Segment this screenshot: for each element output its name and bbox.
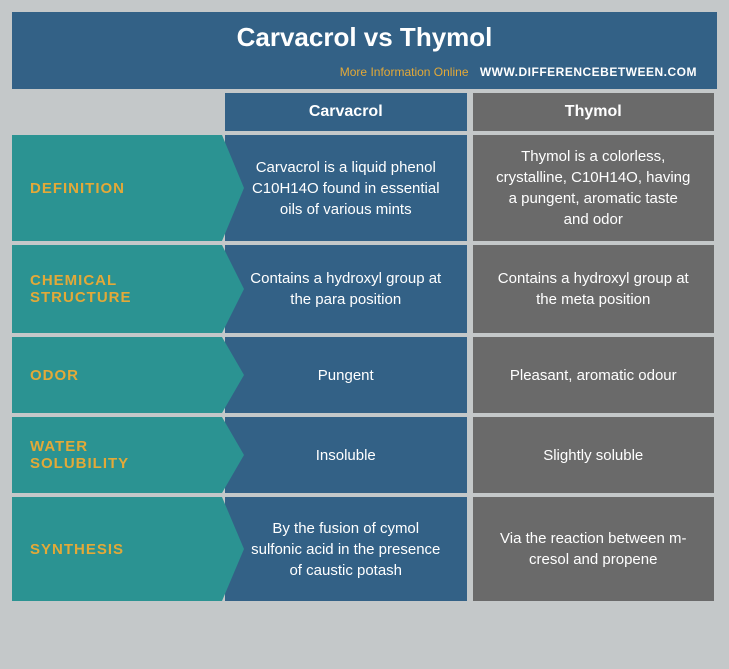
cell-left: Insoluble: [225, 417, 467, 493]
comparison-row: WATER SOLUBILITY InsolubleSlightly solubl…: [12, 417, 717, 493]
column-headers: Carvacrol Thymol: [12, 93, 717, 131]
header: Carvacrol vs Thymol: [12, 12, 717, 61]
cell-right: Via the reaction between m-cresol and pr…: [473, 497, 715, 601]
cell-left: Pungent: [225, 337, 467, 413]
row-label: ODOR: [12, 337, 222, 413]
row-label: CHEMICAL STRUCTURE: [12, 245, 222, 333]
comparison-infographic: Carvacrol vs Thymol More Information Onl…: [0, 0, 729, 669]
cell-left: Contains a hydroxyl group at the para po…: [225, 245, 467, 333]
row-label-text: CHEMICAL STRUCTURE: [30, 272, 180, 306]
cell-right: Contains a hydroxyl group at the meta po…: [473, 245, 715, 333]
cell-left: By the fusion of cymol sulfonic acid in …: [225, 497, 467, 601]
row-label-text: SYNTHESIS: [30, 541, 124, 558]
comparison-row: DEFINITION Carvacrol is a liquid phenol C…: [12, 135, 717, 241]
cell-right: Slightly soluble: [473, 417, 715, 493]
row-label-text: ODOR: [30, 367, 79, 384]
more-info-label: More Information Online: [340, 65, 469, 79]
column-header-right: Thymol: [473, 93, 715, 131]
row-label-text: DEFINITION: [30, 180, 125, 197]
source-url: WWW.DIFFERENCEBETWEEN.COM: [480, 65, 697, 79]
row-label-text: WATER SOLUBILITY: [30, 438, 180, 472]
cell-left: Carvacrol is a liquid phenol C10H14O fou…: [225, 135, 467, 241]
row-label: WATER SOLUBILITY: [12, 417, 222, 493]
cell-right: Thymol is a colorless, crystalline, C10H…: [473, 135, 715, 241]
comparison-row: SYNTHESIS By the fusion of cymol sulfonic…: [12, 497, 717, 601]
column-header-left: Carvacrol: [225, 93, 467, 131]
subheader: More Information Online WWW.DIFFERENCEBE…: [12, 61, 717, 89]
row-label: SYNTHESIS: [12, 497, 222, 601]
header-spacer: [12, 93, 222, 131]
comparison-row: CHEMICAL STRUCTURE Contains a hydroxyl gr…: [12, 245, 717, 333]
cell-right: Pleasant, aromatic odour: [473, 337, 715, 413]
rows-container: DEFINITION Carvacrol is a liquid phenol C…: [12, 135, 717, 601]
comparison-row: ODOR PungentPleasant, aromatic odour: [12, 337, 717, 413]
page-title: Carvacrol vs Thymol: [32, 22, 697, 53]
row-label: DEFINITION: [12, 135, 222, 241]
